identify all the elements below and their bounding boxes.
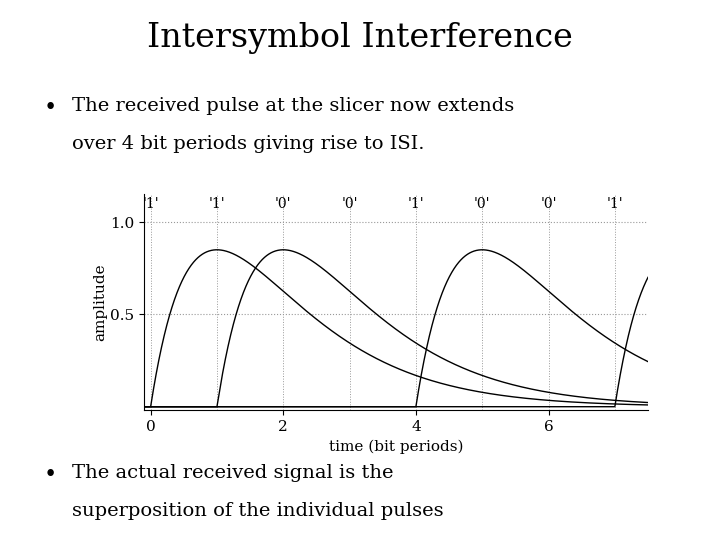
Text: '1': '1' (209, 197, 225, 211)
Text: over 4 bit periods giving rise to ISI.: over 4 bit periods giving rise to ISI. (72, 135, 425, 153)
Text: '0': '0' (474, 197, 490, 211)
Text: •: • (43, 97, 56, 119)
Text: superposition of the individual pulses: superposition of the individual pulses (72, 502, 444, 520)
Text: •: • (43, 464, 56, 487)
X-axis label: time (bit periods): time (bit periods) (329, 440, 463, 454)
Y-axis label: amplitude: amplitude (94, 264, 107, 341)
Text: '0': '0' (275, 197, 292, 211)
Text: '1': '1' (408, 197, 424, 211)
Text: Intersymbol Interference: Intersymbol Interference (147, 22, 573, 53)
Text: '0': '0' (540, 197, 557, 211)
Text: '1': '1' (606, 197, 623, 211)
Text: The actual received signal is the: The actual received signal is the (72, 464, 394, 482)
Text: The received pulse at the slicer now extends: The received pulse at the slicer now ext… (72, 97, 514, 115)
Text: '1': '1' (143, 197, 159, 211)
Text: '0': '0' (341, 197, 358, 211)
